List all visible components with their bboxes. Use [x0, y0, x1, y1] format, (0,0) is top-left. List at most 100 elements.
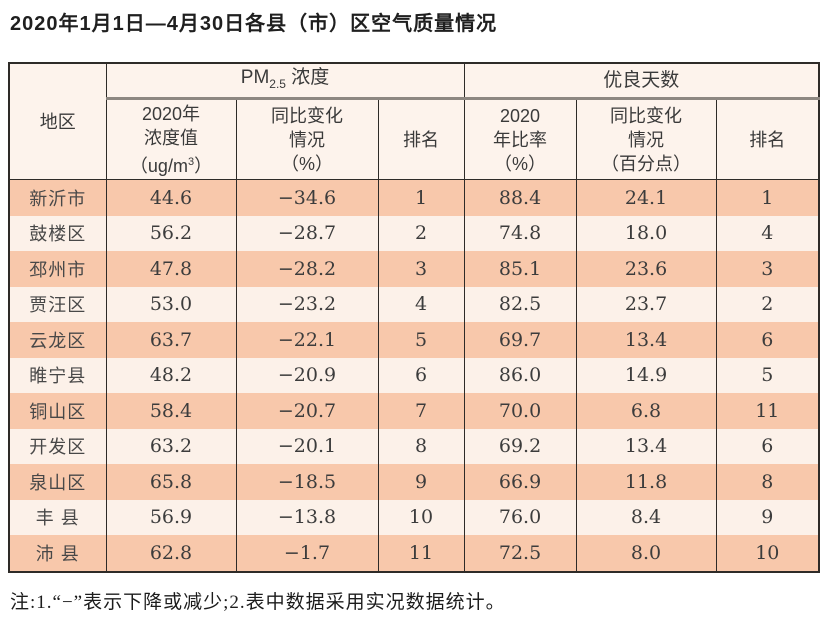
cell-pm_change: −18.5 — [235, 464, 379, 500]
cell-region: 铜山区 — [8, 393, 107, 429]
table-row: 睢宁县 48.2 −20.9 6 86.0 14.9 5 — [8, 357, 820, 393]
cell-pm_value: 44.6 — [105, 179, 237, 216]
cell-pm_change: −20.1 — [235, 428, 379, 464]
cell-rate: 66.9 — [463, 464, 577, 500]
cell-rate_change: 23.6 — [575, 251, 717, 287]
cell-rate_change: 14.9 — [575, 357, 717, 393]
cell-pm_value: 62.8 — [105, 535, 237, 572]
cell-pm_rank: 4 — [377, 286, 465, 322]
cell-pm_rank: 7 — [377, 393, 465, 429]
cell-region: 泉山区 — [8, 464, 107, 500]
pm25-label-prefix: PM — [240, 66, 270, 88]
table-row: 沛 县 62.8 −1.7 11 72.5 8.0 10 — [8, 535, 820, 572]
cell-rate_change: 8.4 — [575, 499, 717, 535]
cell-rate: 69.7 — [463, 322, 577, 358]
cell-pm_change: −20.7 — [235, 393, 379, 429]
cell-rate_rank: 1 — [715, 179, 820, 216]
cell-region: 贾汪区 — [8, 286, 107, 322]
pm-change-line1: 同比变化 — [271, 105, 343, 126]
pm-value-line1: 2020年 — [141, 103, 201, 124]
table-header-group-row: 地区 PM2.5 浓度 优良天数 — [8, 63, 820, 180]
cell-rate_change: 6.8 — [575, 393, 717, 429]
cell-rate_change: 13.4 — [575, 322, 717, 358]
cell-rate_rank: 3 — [715, 251, 820, 287]
cell-region: 邳州市 — [8, 251, 107, 287]
cell-pm_value: 48.2 — [105, 357, 237, 393]
cell-rate_rank: 2 — [715, 286, 820, 322]
cell-region: 睢宁县 — [8, 357, 107, 393]
cell-pm_rank: 9 — [377, 464, 465, 500]
table-row: 云龙区 63.7 −22.1 5 69.7 13.4 6 — [8, 322, 820, 358]
cell-rate_change: 23.7 — [575, 286, 717, 322]
cell-rate_change: 24.1 — [575, 179, 717, 216]
pm-change-unit: （%） — [280, 153, 333, 174]
cell-pm_change: −23.2 — [235, 286, 379, 322]
table-row: 邳州市 47.8 −28.2 3 85.1 23.6 3 — [8, 251, 820, 287]
cell-rate_change: 11.8 — [575, 464, 717, 500]
pm25-subscript: 2.5 — [269, 76, 286, 91]
cell-region: 新沂市 — [8, 179, 107, 216]
pm-value-unit-suffix: ） — [194, 155, 213, 176]
cell-region: 丰 县 — [8, 499, 107, 535]
col-header-rate-change: 同比变化 情况 （百分点） — [575, 98, 717, 180]
cell-pm_change: −1.7 — [235, 535, 379, 572]
cell-rate_change: 13.4 — [575, 428, 717, 464]
cell-pm_change: −13.8 — [235, 499, 379, 535]
pm-value-unit-sup: 3 — [187, 155, 195, 168]
table-row: 新沂市 44.6 −34.6 1 88.4 24.1 1 — [8, 179, 820, 216]
cell-rate_change: 18.0 — [575, 215, 717, 251]
cell-pm_change: −22.1 — [235, 322, 379, 358]
pm-value-line2: 浓度值 — [144, 127, 198, 148]
cell-pm_value: 65.8 — [105, 464, 237, 500]
cell-rate: 72.5 — [463, 535, 577, 572]
col-group-pm25: PM2.5 浓度 — [105, 63, 465, 100]
cell-rate: 69.2 — [463, 428, 577, 464]
rate-line1: 2020 — [500, 105, 541, 126]
cell-region: 开发区 — [8, 428, 107, 464]
cell-pm_rank: 6 — [377, 357, 465, 393]
air-quality-table: 地区 PM2.5 浓度 优良天数 2020年 浓度值 （ug/m3） 同比变化 … — [8, 62, 821, 573]
col-header-pm-rank: 排名 — [377, 98, 465, 180]
rate-change-line1: 同比变化 — [610, 105, 683, 126]
cell-rate_rank: 10 — [715, 535, 820, 572]
rate-change-unit: （百分点） — [601, 153, 692, 174]
cell-pm_value: 58.4 — [105, 393, 237, 429]
cell-rate_rank: 11 — [715, 393, 820, 429]
pm-value-unit-prefix: （ug/m — [129, 155, 188, 176]
cell-rate_rank: 5 — [715, 357, 820, 393]
cell-rate: 85.1 — [463, 251, 577, 287]
rate-unit: （%） — [494, 153, 547, 174]
rate-change-line2: 情况 — [628, 129, 665, 150]
cell-pm_value: 63.2 — [105, 428, 237, 464]
cell-rate_rank: 6 — [715, 322, 820, 358]
table-body: 新沂市 44.6 −34.6 1 88.4 24.1 1 鼓楼区 56.2 −28.7 2 74.8 1… — [8, 179, 820, 572]
cell-pm_rank: 8 — [377, 428, 465, 464]
cell-rate_rank: 9 — [715, 499, 820, 535]
cell-pm_value: 53.0 — [105, 286, 237, 322]
table-header-sub-row: 2020年 浓度值 （ug/m3） 同比变化 情况 （%） 排名 2020 年比… — [9, 98, 820, 180]
cell-region: 鼓楼区 — [8, 215, 107, 251]
table-row: 鼓楼区 56.2 −28.7 2 74.8 18.0 4 — [8, 215, 820, 251]
col-header-pm-value: 2020年 浓度值 （ug/m3） — [105, 98, 237, 180]
cell-rate_rank: 4 — [715, 215, 820, 251]
cell-pm_change: −34.6 — [235, 179, 379, 216]
cell-region: 云龙区 — [8, 322, 107, 358]
cell-pm_change: −28.7 — [235, 215, 379, 251]
cell-pm_value: 56.9 — [105, 499, 237, 535]
table-row: 贾汪区 53.0 −23.2 4 82.5 23.7 2 — [8, 286, 820, 322]
cell-rate: 86.0 — [463, 357, 577, 393]
cell-rate: 70.0 — [463, 393, 577, 429]
cell-pm_value: 47.8 — [105, 251, 237, 287]
footnote: 注:1.“−”表示下降或减少;2.表中数据采用实况数据统计。 — [10, 591, 506, 613]
cell-pm_change: −20.9 — [235, 357, 379, 393]
table-row: 泉山区 65.8 −18.5 9 66.9 11.8 8 — [8, 464, 820, 500]
cell-pm_rank: 11 — [377, 535, 465, 572]
cell-rate: 74.8 — [463, 215, 577, 251]
pm25-label-suffix: 浓度 — [285, 66, 330, 88]
cell-pm_rank: 3 — [377, 251, 465, 287]
cell-pm_rank: 2 — [377, 215, 465, 251]
pm-change-line2: 情况 — [289, 129, 325, 150]
col-group-good-days: 优良天数 — [463, 63, 820, 100]
col-header-pm-change: 同比变化 情况 （%） — [235, 98, 379, 180]
table-row: 铜山区 58.4 −20.7 7 70.0 6.8 11 — [8, 393, 820, 429]
